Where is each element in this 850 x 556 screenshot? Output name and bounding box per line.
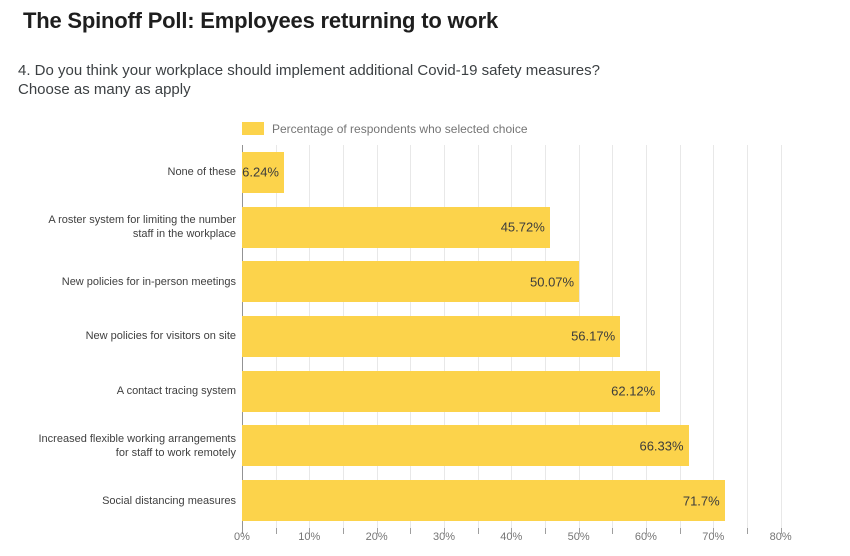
x-tick — [443, 528, 445, 534]
bar-row: 56.17% — [242, 309, 842, 364]
legend-label: Percentage of respondents who selected c… — [272, 121, 528, 136]
category-label-line: A roster system for limiting the number — [48, 214, 236, 227]
bar-value-label: 6.24% — [242, 164, 279, 180]
bar-value-label: 50.07% — [530, 274, 575, 290]
bar-row: 6.24% — [242, 145, 842, 200]
category-label: New policies for in-person meetings — [0, 254, 236, 309]
category-label: Social distancing measures — [0, 473, 236, 528]
category-axis: None of these A roster system for limitin… — [0, 145, 237, 528]
x-tick-label: 10% — [298, 531, 321, 543]
category-label: Increased flexible working arrangements f… — [0, 419, 237, 474]
bar-2: 45.72% — [242, 206, 550, 248]
bar-5: 62.12% — [242, 370, 661, 412]
bar-4: 56.17% — [242, 315, 621, 357]
category-label-line: None of these — [167, 166, 237, 179]
gridline — [679, 145, 681, 528]
chart-subtitle: 4. Do you think your workplace should im… — [18, 61, 600, 99]
chart-subtitle-line1: 4. Do you think your workplace should im… — [18, 62, 600, 79]
category-label-line: Social distancing measures — [102, 494, 236, 507]
x-tick-label: 40% — [500, 531, 523, 543]
bar-1: 6.24% — [242, 151, 284, 193]
x-tick — [679, 528, 681, 534]
x-tick — [342, 528, 344, 534]
x-tick — [511, 528, 513, 534]
x-tick-label: 0% — [234, 531, 250, 543]
page-title: The Spinoff Poll: Employees returning to… — [23, 8, 499, 33]
legend: Percentage of respondents who selected c… — [242, 121, 528, 136]
bar-value-label: 62.12% — [611, 383, 656, 399]
x-tick-label: 20% — [365, 531, 388, 543]
category-label: A contact tracing system — [0, 364, 236, 419]
category-label-line: New policies for visitors on site — [85, 330, 236, 343]
category-label-line: Increased flexible working arrangements — [38, 432, 237, 445]
category-label: New policies for visitors on site — [0, 309, 236, 364]
bar-7: 71.7% — [242, 480, 725, 522]
x-tick-label: 80% — [769, 531, 792, 543]
bar-value-label: 66.33% — [639, 438, 684, 454]
gridline — [713, 145, 715, 528]
x-tick — [746, 528, 748, 534]
x-tick-label: 60% — [634, 531, 657, 543]
category-label-line: staff in the workplace — [132, 228, 236, 241]
gridline — [746, 145, 748, 528]
bar-value-label: 45.72% — [500, 219, 545, 235]
x-tick — [578, 528, 580, 534]
x-tick — [645, 528, 647, 534]
x-tick — [612, 528, 614, 534]
bar-value-label: 56.17% — [571, 328, 616, 344]
x-tick-label: 70% — [702, 531, 725, 543]
x-tick-label: 50% — [567, 531, 590, 543]
category-label-line: A contact tracing system — [116, 385, 236, 398]
bar-row: 71.7% — [242, 473, 842, 528]
gridline — [780, 145, 782, 528]
category-label: None of these — [0, 145, 237, 200]
x-tick — [309, 528, 311, 534]
bar-row: 66.33% — [242, 419, 842, 474]
x-tick — [275, 528, 277, 534]
bar-3: 50.07% — [242, 261, 580, 303]
bar-row: 45.72% — [242, 200, 842, 255]
x-tick — [713, 528, 715, 534]
category-label: A roster system for limiting the number s… — [0, 200, 236, 255]
x-tick — [410, 528, 412, 534]
x-tick-label: 30% — [432, 531, 455, 543]
x-tick — [544, 528, 546, 534]
chart-subtitle-line2: Choose as many as apply — [18, 81, 191, 98]
x-tick — [376, 528, 378, 534]
bar-row: 62.12% — [242, 364, 842, 419]
category-label-line: New policies for in-person meetings — [61, 275, 236, 288]
category-label-line: for staff to work remotely — [115, 446, 236, 459]
bar-6: 66.33% — [242, 425, 689, 467]
x-tick — [780, 528, 782, 534]
gridline — [645, 145, 647, 528]
bar-value-label: 71.7% — [682, 493, 720, 509]
plot-area: 0% 10% 20% 30% 40% 50% 60% 70% 80% 6.24% 45.72% 50.… — [234, 145, 842, 545]
legend-swatch-icon — [242, 122, 264, 135]
bar-row: 50.07% — [242, 254, 842, 309]
x-tick — [477, 528, 479, 534]
